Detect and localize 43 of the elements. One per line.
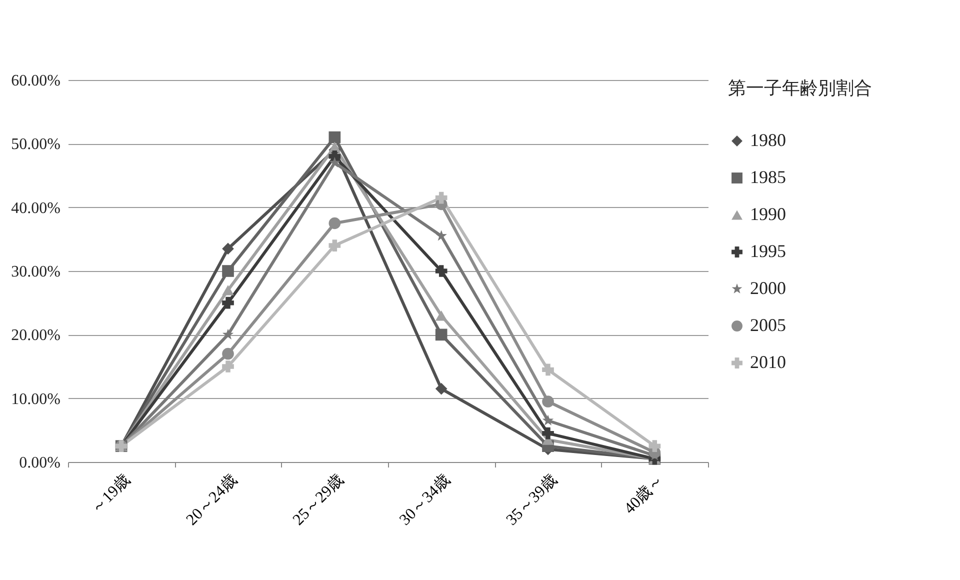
point <box>329 156 340 168</box>
point <box>542 427 554 440</box>
legend-label: 1990 <box>750 204 786 224</box>
point <box>435 192 448 204</box>
y-tick-label: 20.00% <box>11 327 60 344</box>
y-tick-label: 30.00% <box>11 264 60 280</box>
legend-label: 2010 <box>750 352 786 372</box>
point <box>222 328 234 340</box>
legend-label: 1980 <box>750 130 786 150</box>
y-tick-label: 10.00% <box>11 390 60 408</box>
point <box>222 284 234 296</box>
point <box>542 414 554 426</box>
y-tick-label: 40.00% <box>11 200 60 217</box>
point <box>222 348 234 360</box>
point <box>435 310 448 321</box>
legend-title: 第一子年齢別割合 <box>728 78 872 98</box>
point <box>436 230 447 241</box>
x-tick-label: 40歳～ <box>620 470 668 518</box>
x-tick-label: 35～39歳 <box>502 470 561 529</box>
point <box>328 217 341 230</box>
legend-label: 2000 <box>750 278 786 298</box>
point <box>542 364 554 376</box>
point <box>222 265 234 277</box>
point <box>435 382 448 395</box>
y-tick-label: 60.00% <box>11 72 60 90</box>
point <box>328 131 341 144</box>
point <box>222 360 234 372</box>
point <box>435 328 448 341</box>
x-tick-label: ～19歳 <box>87 470 134 518</box>
legend-label: 2005 <box>750 315 786 335</box>
point <box>542 396 554 408</box>
point <box>222 296 234 309</box>
point <box>328 240 341 252</box>
x-tick-label: 20～24歳 <box>182 470 241 529</box>
point <box>435 265 448 277</box>
x-tick-label: 30～34歳 <box>396 470 454 529</box>
point <box>648 440 661 452</box>
point <box>222 242 234 255</box>
x-tick-label: 25～29歳 <box>289 470 348 529</box>
y-tick-label: 0.00% <box>19 454 60 472</box>
y-tick-label: 50.00% <box>11 136 60 154</box>
legend-label: 1995 <box>750 241 786 261</box>
legend-label: 1985 <box>750 167 786 187</box>
